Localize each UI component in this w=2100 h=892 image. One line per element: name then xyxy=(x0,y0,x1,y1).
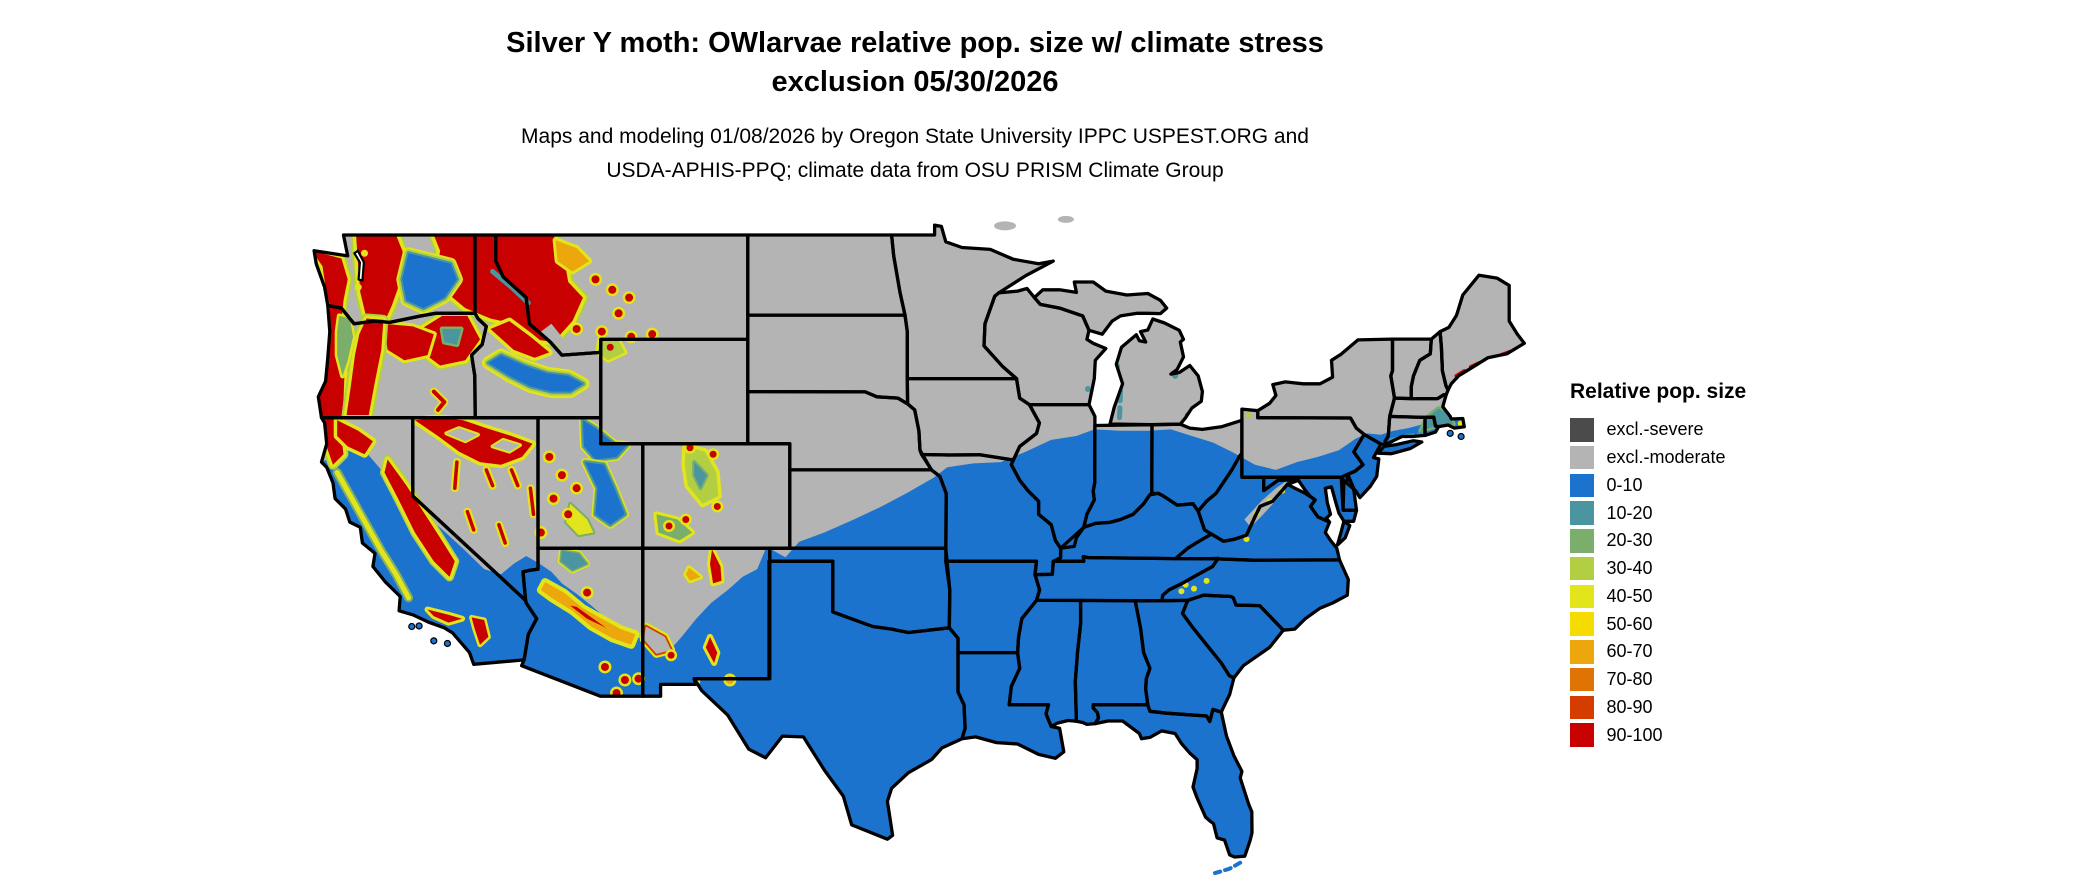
legend-item: 50-60 xyxy=(1570,610,1746,638)
legend-color-swatch xyxy=(1570,445,1594,470)
legend-item: 60-70 xyxy=(1570,638,1746,666)
legend-item: excl.-severe xyxy=(1570,416,1746,444)
legend-item: 30-40 xyxy=(1570,555,1746,583)
legend-color-swatch xyxy=(1570,584,1594,609)
map-subtitle-line-2: USDA-APHIS-PPQ; climate data from OSU PR… xyxy=(606,159,1224,182)
legend-item: 80-90 xyxy=(1570,694,1746,722)
legend-color-swatch xyxy=(1570,695,1594,720)
legend-item-label: 20-30 xyxy=(1606,530,1653,551)
legend-item-label: 30-40 xyxy=(1606,558,1653,579)
legend-item: 90-100 xyxy=(1570,721,1746,749)
map-subtitle-line-1: Maps and modeling 01/08/2026 by Oregon S… xyxy=(521,125,1309,148)
legend-color-swatch xyxy=(1570,612,1594,636)
map-title-line-1: Silver Y moth: OWlarvae relative pop. si… xyxy=(506,27,1324,59)
legend-item-label: 40-50 xyxy=(1606,585,1653,606)
legend-color-swatch xyxy=(1570,640,1594,664)
legend-item: 20-30 xyxy=(1570,527,1746,555)
legend-item-label: excl.-moderate xyxy=(1606,447,1726,468)
legend-color-swatch xyxy=(1570,667,1594,692)
legend-color-swatch xyxy=(1570,723,1594,747)
legend-item-label: 60-70 xyxy=(1606,641,1653,662)
legend-items: excl.-severe excl.-moderate 0-10 10-20 20-30… xyxy=(1570,416,1746,749)
legend-item-label: excl.-severe xyxy=(1606,419,1704,440)
legend: Relative pop. size excl.-severe excl.-mod… xyxy=(1570,380,1746,749)
legend-item: excl.-moderate xyxy=(1570,444,1746,472)
legend-item-label: 70-80 xyxy=(1606,669,1653,690)
legend-title: Relative pop. size xyxy=(1570,380,1747,403)
legend-color-swatch xyxy=(1570,556,1594,581)
legend-item-label: 90-100 xyxy=(1606,724,1663,745)
state-borders-layer xyxy=(312,223,1526,859)
legend-color-swatch xyxy=(1570,418,1594,442)
legend-item-label: 80-90 xyxy=(1606,696,1653,717)
legend-item: 70-80 xyxy=(1570,666,1746,694)
legend-item: 0-10 xyxy=(1570,472,1746,500)
legend-item-label: 0-10 xyxy=(1606,474,1643,495)
legend-color-swatch xyxy=(1570,473,1594,498)
legend-color-swatch xyxy=(1570,529,1594,553)
title-block: Silver Y moth: OWlarvae relative pop. si… xyxy=(0,24,1830,188)
map-extra-layer xyxy=(353,215,1465,876)
subtitle-block: Maps and modeling 01/08/2026 by Oregon S… xyxy=(0,120,1830,188)
legend-item-label: 50-60 xyxy=(1606,613,1653,634)
legend-item: 10-20 xyxy=(1570,499,1746,527)
map-title-line-2: exclusion 05/30/2026 xyxy=(771,66,1059,98)
legend-color-swatch xyxy=(1570,501,1594,525)
legend-item-label: 10-20 xyxy=(1606,502,1653,523)
legend-item: 40-50 xyxy=(1570,583,1746,611)
